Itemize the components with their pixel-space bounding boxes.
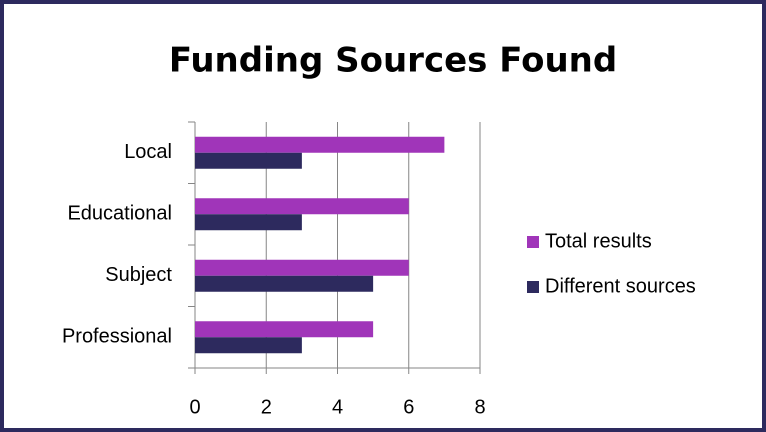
y-tick-label: Educational [67, 203, 172, 225]
legend-swatch [527, 281, 539, 293]
bar [195, 259, 409, 276]
bar [195, 214, 302, 231]
legend-label: Different sources [545, 275, 696, 297]
bar [195, 337, 302, 354]
x-tick-label: 8 [474, 396, 485, 418]
x-tick-label: 6 [403, 396, 414, 418]
chart-title: Funding Sources Found [169, 41, 617, 81]
bar [195, 136, 445, 153]
x-tick-label: 4 [332, 396, 343, 418]
y-tick-label: Professional [62, 326, 172, 348]
y-tick-label: Subject [105, 264, 172, 286]
x-tick-label: 2 [261, 396, 272, 418]
x-tick-label: 0 [189, 396, 200, 418]
legend-label: Total results [545, 230, 652, 252]
bar [195, 275, 374, 292]
bar [195, 321, 374, 338]
legend-swatch [527, 236, 539, 248]
bar [195, 152, 302, 169]
bar [195, 198, 409, 215]
y-tick-label: Local [124, 141, 172, 163]
